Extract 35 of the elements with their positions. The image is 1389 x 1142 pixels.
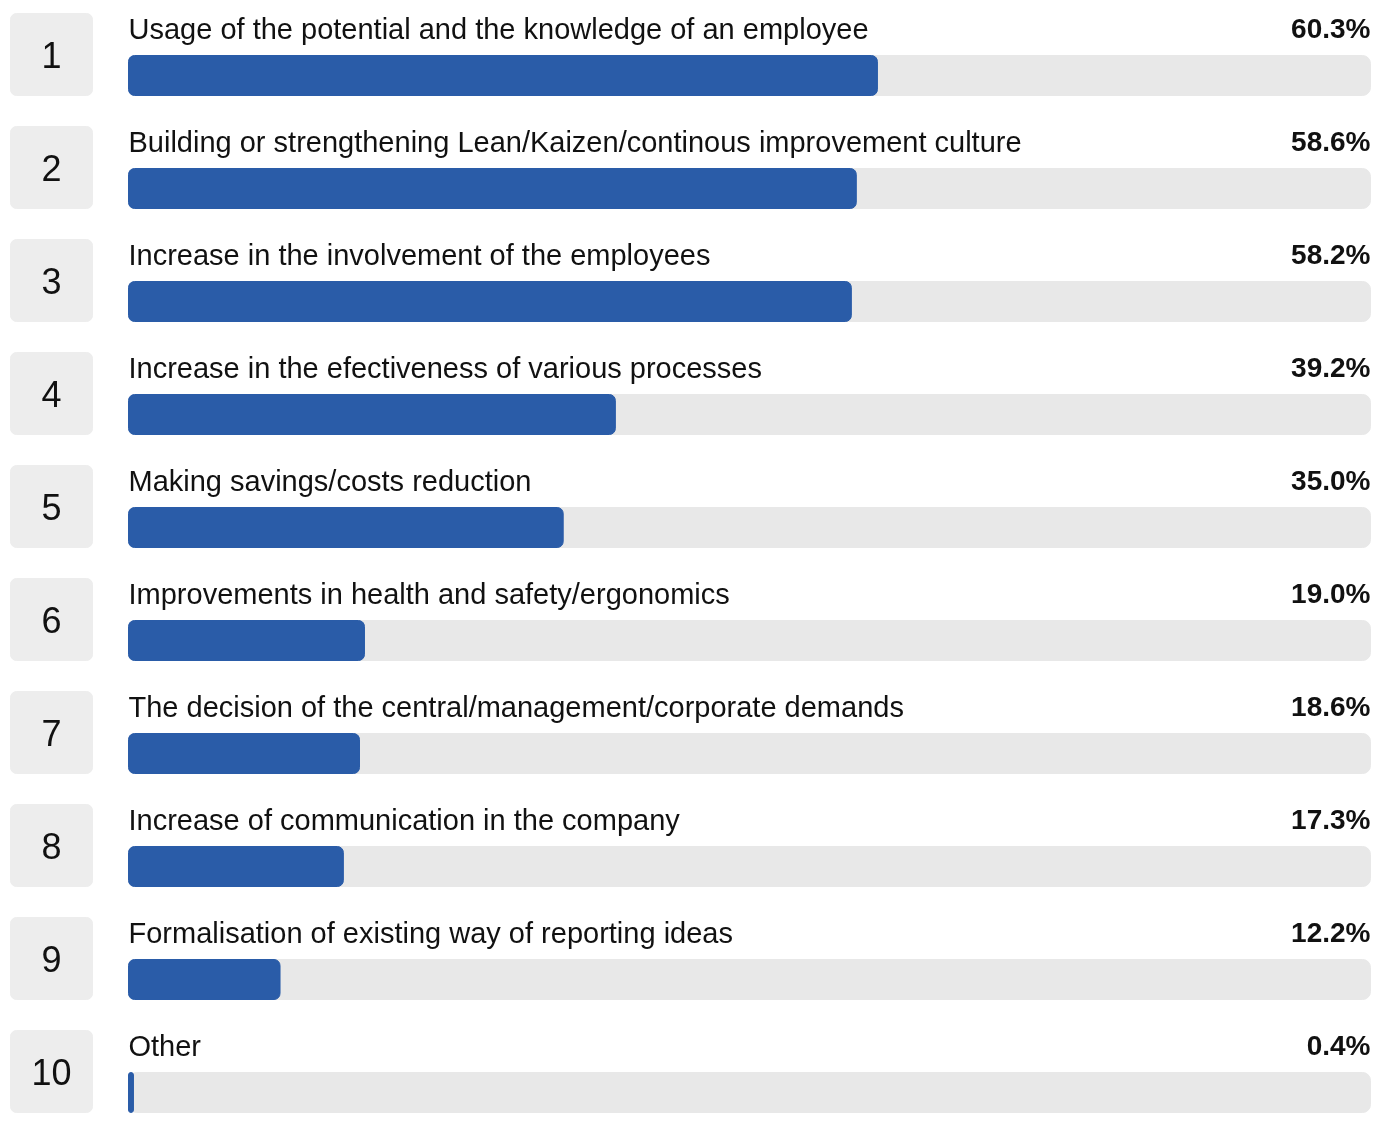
text: 6 [41, 599, 62, 641]
data-label: 39.2% [1291, 352, 1371, 383]
data-label: 19.0% [1291, 578, 1371, 609]
text: 2 [41, 147, 62, 189]
bar [128, 959, 281, 1000]
y-tick-label: Increase in the efectiveness of various processes [128, 351, 762, 384]
y-tick-label: Making savings/costs reduction [128, 464, 532, 497]
y-tick-label: Increase of communication in the company [128, 803, 681, 836]
y-tick-label: Increase in the involvement of the employees [128, 238, 711, 271]
text: 5 [41, 486, 62, 528]
y-tick-label: Usage of the potential and the knowledge of an employee [128, 12, 869, 45]
text: 8 [41, 825, 62, 867]
bar [128, 1072, 134, 1113]
text: 4 [41, 373, 62, 415]
bar [128, 846, 344, 887]
bar [128, 733, 361, 774]
text: 7 [41, 712, 62, 754]
data-label: 35.0% [1291, 465, 1371, 496]
y-tick-label: The decision of the central/management/corporate demands [128, 690, 904, 723]
text: 10 [31, 1051, 72, 1093]
data-label: 58.6% [1291, 126, 1371, 157]
data-label: 17.3% [1291, 804, 1371, 835]
data-label: 12.2% [1291, 917, 1371, 948]
text: 1 [41, 34, 62, 76]
bar [128, 620, 365, 661]
y-tick-label: Formalisation of existing way of reporting ideas [128, 916, 733, 949]
y-tick-label: Other [128, 1029, 202, 1062]
y-tick-label: Building or strengthening Lean/Kaizen/continous improvement culture [128, 125, 1022, 158]
data-label: 18.6% [1291, 691, 1371, 722]
data-label: 60.3% [1291, 13, 1371, 44]
data-label: 58.2% [1291, 239, 1371, 270]
data-label: 0.4% [1306, 1030, 1371, 1061]
text: 9 [41, 938, 62, 980]
y-tick-label: Improvements in health and safety/ergonomics [128, 577, 730, 610]
text: 3 [41, 260, 62, 302]
